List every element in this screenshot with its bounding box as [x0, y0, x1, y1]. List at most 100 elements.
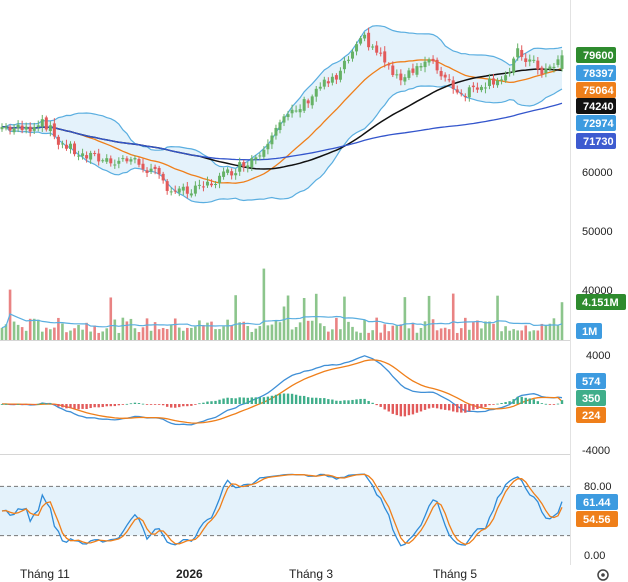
macd-histogram-bar	[226, 397, 229, 404]
macd-histogram-bar	[194, 404, 197, 405]
candle-body	[508, 72, 512, 74]
candle-body	[157, 167, 161, 175]
macd-histogram-bar	[524, 397, 527, 404]
volume-bar	[77, 324, 80, 340]
macd-histogram-bar	[29, 404, 32, 405]
volume-bar	[141, 327, 145, 340]
price-tag-bb-upper-bg	[576, 65, 616, 81]
candle-body	[20, 125, 24, 131]
stoch-tag-d-bg	[576, 511, 618, 527]
volume-bar	[355, 331, 358, 340]
candle-body	[250, 158, 254, 168]
volume-bar	[133, 328, 137, 340]
volume-bar	[218, 329, 221, 340]
macd-histogram-bar	[423, 404, 427, 410]
volume-bar	[395, 325, 399, 340]
volume-bar	[306, 320, 310, 340]
candle-body	[173, 190, 177, 192]
volume-bar	[540, 323, 544, 340]
volume-bar	[24, 330, 28, 340]
macd-histogram-bar	[4, 403, 8, 405]
volume-bar	[16, 324, 20, 340]
candle-body	[101, 160, 105, 162]
volume-bar	[508, 330, 511, 340]
volume-bar	[89, 331, 92, 340]
candle-body	[346, 59, 350, 61]
gear-icon[interactable]	[597, 569, 609, 581]
candle-body	[254, 157, 258, 160]
macd-histogram-bar	[214, 400, 217, 404]
volume-bar	[266, 325, 270, 340]
candle-body	[552, 66, 556, 69]
macd-histogram-bar	[149, 404, 153, 405]
macd-histogram-bar	[254, 397, 258, 404]
volume-average-line	[1, 313, 563, 329]
candle-body	[181, 186, 185, 191]
volume-bar	[544, 325, 548, 340]
volume-bar	[536, 330, 540, 340]
candle-body	[544, 68, 548, 74]
candle-body	[443, 74, 447, 78]
volume-bar	[81, 329, 84, 340]
candle-body	[423, 61, 427, 68]
volume-bar	[351, 326, 354, 340]
macd-histogram-bar	[439, 404, 443, 410]
volume-bar	[548, 323, 552, 340]
volume-bar	[347, 321, 350, 340]
candle-body	[205, 181, 209, 186]
macd-histogram-bar	[379, 404, 382, 407]
volume-bar	[53, 327, 56, 340]
volume-bar	[20, 327, 24, 340]
candle-body	[278, 122, 282, 130]
candle-body	[64, 144, 68, 149]
candle-body	[483, 87, 487, 89]
volume-bar	[431, 319, 435, 340]
macd-histogram-bar	[45, 403, 48, 405]
macd-histogram-bar	[246, 397, 249, 404]
macd-histogram-bar	[81, 404, 84, 409]
candle-body	[161, 173, 165, 181]
volume-tag-last-bg	[576, 294, 626, 310]
candle-body	[44, 117, 48, 130]
volume-bar	[157, 329, 161, 340]
candle-body	[193, 185, 197, 194]
candle-body	[516, 48, 520, 58]
macd-histogram-bar	[101, 404, 104, 408]
volume-bar	[65, 332, 68, 340]
volume-bar	[190, 327, 193, 340]
macd-histogram-bar	[508, 401, 511, 404]
volume-bar	[153, 322, 157, 340]
macd-histogram-bar	[24, 404, 28, 405]
macd-histogram-bar	[97, 404, 100, 408]
macd-histogram-bar	[37, 403, 40, 405]
candle-body	[56, 136, 60, 145]
candle-body	[73, 143, 77, 155]
volume-bar	[415, 332, 419, 340]
volume-bar	[210, 321, 213, 340]
candle-body	[467, 87, 471, 98]
volume-bar	[323, 326, 326, 340]
macd-histogram-bar	[407, 404, 411, 416]
candle-body	[504, 75, 508, 81]
candle-body	[338, 70, 342, 80]
macd-tick: -4000	[582, 445, 610, 457]
candle-body	[218, 175, 222, 184]
macd-histogram-bar	[460, 404, 463, 413]
macd-histogram-bar	[206, 401, 209, 404]
candle-body	[117, 160, 121, 164]
macd-histogram-bar	[484, 404, 487, 407]
candle-body	[500, 79, 504, 81]
candle-body	[113, 164, 117, 166]
volume-bar	[101, 331, 105, 340]
volume-bar	[480, 328, 483, 340]
volume-bar	[206, 322, 209, 340]
macd-histogram-bar	[170, 404, 173, 408]
candle-body	[399, 73, 403, 81]
macd-tag-signal-label: 224	[582, 410, 601, 422]
macd-tag-hist-bg	[576, 390, 606, 406]
candle-body	[242, 162, 246, 167]
candle-body	[246, 165, 250, 168]
macd-histogram-bar	[419, 404, 423, 412]
candle-body	[286, 114, 290, 118]
